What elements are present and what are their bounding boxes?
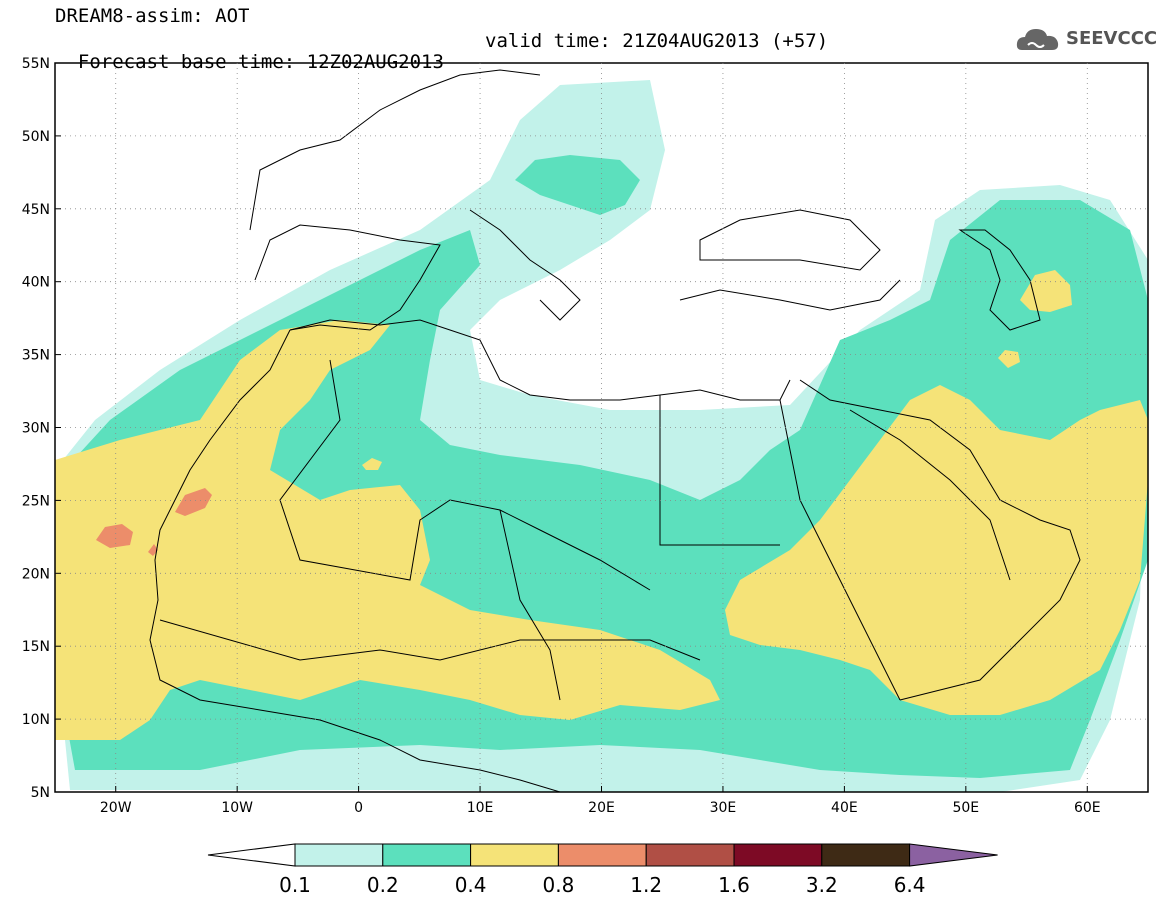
coast-black-sea [699, 209, 881, 271]
coast-red-sea [779, 399, 901, 701]
lon-label: 0 [354, 800, 363, 816]
colorbar-box [294, 843, 384, 867]
colorbar-label: 0.8 [542, 873, 574, 897]
latitude-labels: 5N 10N 15N 20N 25N 30N 35N 40N 45N 50N 55N [22, 56, 50, 801]
border-sahara-a [279, 359, 651, 591]
aot-patch-0-8-c [148, 544, 158, 556]
colorbar-box [382, 843, 472, 867]
time-info: Forecast base time: 12Z02AUG2013 valid t… [55, 31, 828, 94]
graticule [55, 62, 1148, 793]
colorbar-low-arrow [207, 843, 296, 867]
lat-label: 15N [22, 639, 50, 655]
colorbar-box [645, 843, 735, 867]
colorbar-label: 3.2 [806, 873, 838, 897]
aot-patch-iran [998, 350, 1020, 368]
lon-label: 10E [467, 800, 494, 816]
colorbar-label: 1.2 [630, 873, 662, 897]
colorbar-label: 0.4 [455, 873, 487, 897]
colorbar-labels: 0.1 0.2 0.4 0.8 1.2 1.6 3.2 6.4 [279, 873, 925, 897]
lat-label: 45N [22, 202, 50, 218]
logo-text: SEEVCCC [1066, 28, 1158, 49]
colorbar-boxes [207, 843, 998, 867]
lon-label: 20W [100, 800, 132, 816]
colorbar-box [733, 843, 823, 867]
border-sahel [159, 619, 701, 661]
coast-caspian [958, 229, 1041, 331]
colorbar-box [557, 843, 647, 867]
lon-label: 60E [1074, 800, 1101, 816]
colorbar-label: 0.1 [279, 873, 311, 897]
lon-label: 30E [710, 800, 737, 816]
coast-mediterranean-south [289, 319, 791, 401]
lat-label: 55N [22, 56, 50, 72]
seevccc-logo: SEEVCCC [1014, 20, 1158, 58]
lat-label: 25N [22, 493, 50, 509]
base-time: Forecast base time: 12Z02AUG2013 [77, 51, 444, 73]
aot-patch-balkans [515, 155, 640, 215]
border-arabia [849, 409, 1011, 581]
coast-italy [469, 209, 581, 321]
colorbar-label: 1.6 [718, 873, 750, 897]
lon-label: 50E [952, 800, 979, 816]
longitude-labels: 20W 10W 0 10E 20E 30E 40E 50E 60E [100, 800, 1101, 816]
coast-iberia [254, 224, 441, 331]
valid-time: valid time: 21Z04AUG2013 (+57) [485, 30, 829, 52]
lat-label: 5N [31, 785, 50, 801]
aot-band-0-4-east [725, 385, 1148, 715]
coast-turkey [679, 279, 901, 311]
border-sahara-b [499, 509, 561, 701]
lon-label: 10W [221, 800, 253, 816]
aot-patch-0-8-b [175, 488, 212, 516]
colorbar-box [821, 843, 911, 867]
lat-label: 20N [22, 566, 50, 582]
lat-label: 10N [22, 712, 50, 728]
aot-patch-caspian [1020, 270, 1072, 312]
colorbar-high-arrow [909, 843, 998, 867]
lon-label: 40E [831, 800, 858, 816]
coast-europe-north [249, 69, 541, 231]
border-egypt [659, 395, 780, 546]
lat-label: 40N [22, 275, 50, 291]
aot-patch-0-8-a [96, 524, 133, 548]
map-title: DREAM8-assim: AOT [55, 5, 250, 27]
lat-label: 50N [22, 129, 50, 145]
colorbar-box [470, 843, 559, 867]
lon-label: 20E [588, 800, 615, 816]
colorbar-label: 0.2 [367, 873, 399, 897]
coast-arabia [799, 379, 1081, 701]
coastlines [149, 69, 1081, 792]
lat-label: 35N [22, 348, 50, 364]
coast-west-africa [149, 329, 561, 792]
lat-label: 30N [22, 421, 50, 437]
aot-patch-libya [362, 458, 382, 470]
cloud-icon [1016, 29, 1059, 50]
colorbar-label: 6.4 [894, 873, 926, 897]
